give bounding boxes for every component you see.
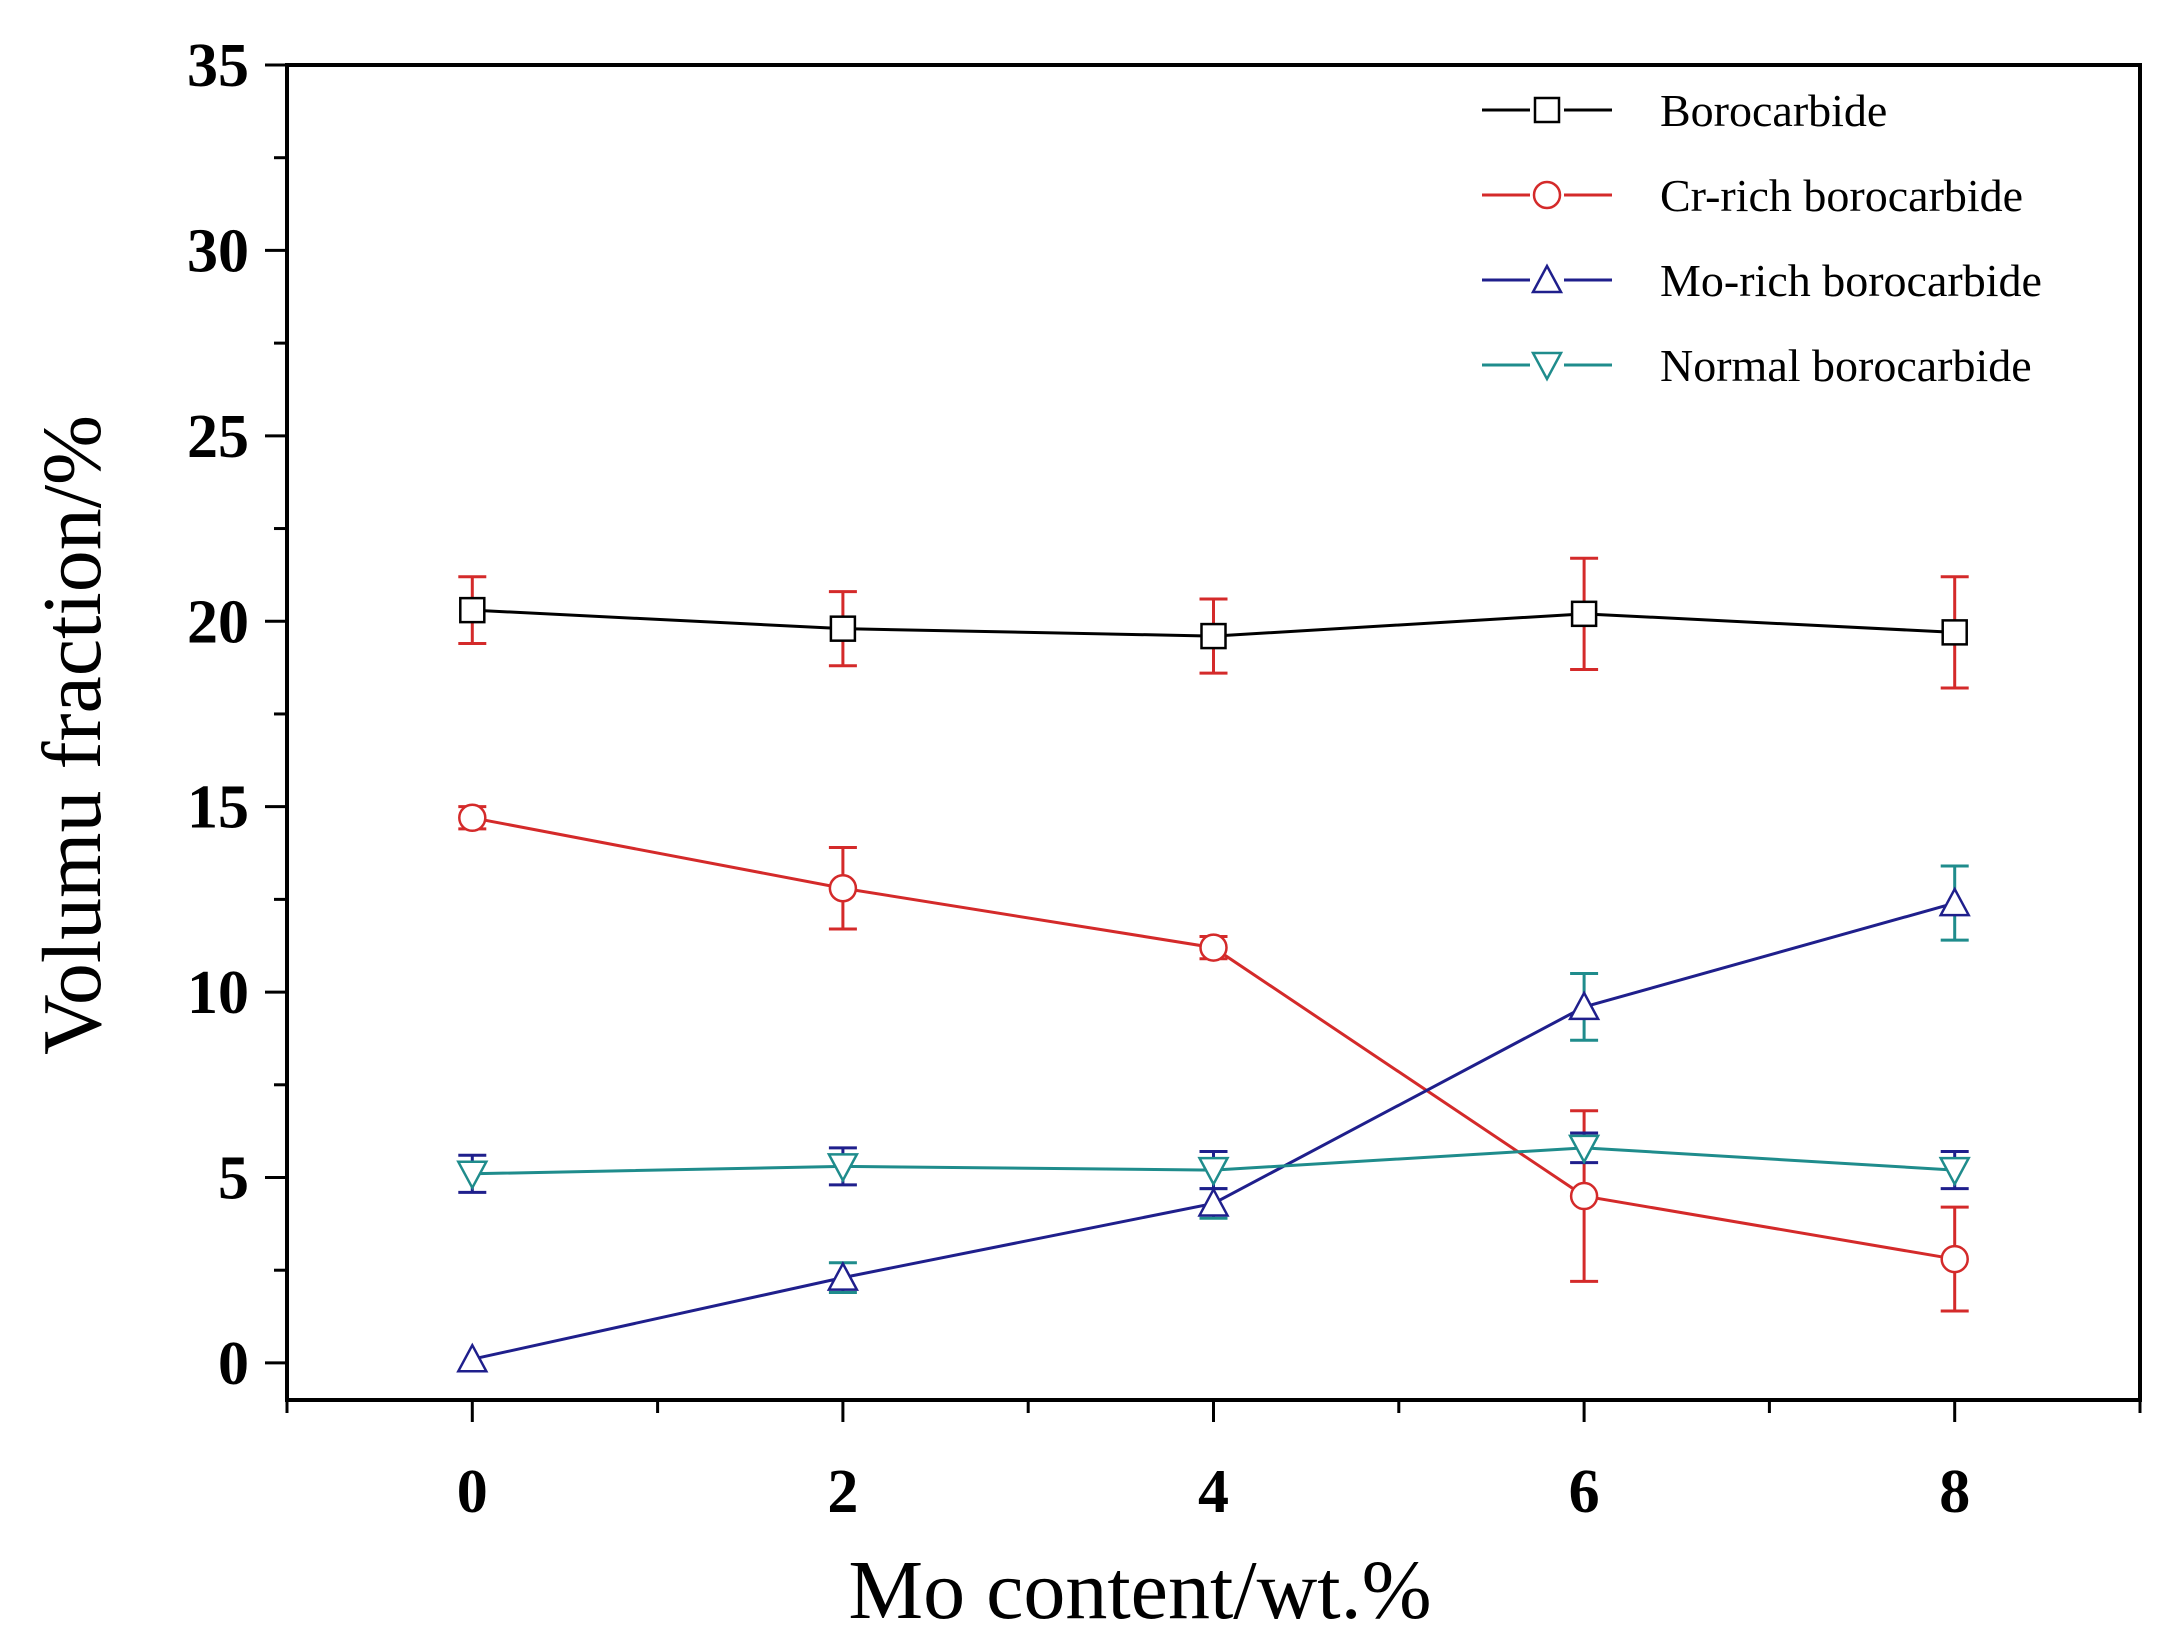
y-tick-label: 20 <box>187 588 249 656</box>
legend-label: Cr-rich borocarbide <box>1660 170 2023 221</box>
data-point <box>1200 622 1227 650</box>
data-point <box>1941 619 1968 646</box>
y-axis: 0 5 10 15 20 25 30 35 <box>187 32 287 1398</box>
x-tick-label: 4 <box>1198 1458 1229 1526</box>
legend-item: Mo-rich borocarbide <box>1482 255 2042 306</box>
legend-marker <box>1530 351 1564 382</box>
data-point <box>459 596 486 624</box>
data-point <box>826 1260 859 1291</box>
series-normal-borocarbide <box>456 1131 1971 1194</box>
legend-item: Cr-rich borocarbide <box>1482 170 2023 221</box>
legend-marker <box>1532 180 1562 210</box>
series-layer <box>456 556 1971 1373</box>
data-point <box>1570 600 1598 628</box>
y-tick-label: 30 <box>187 217 249 285</box>
x-axis: 0 2 4 6 8 <box>285 1400 2142 1526</box>
legend-marker <box>1530 263 1564 294</box>
y-tick-label: 5 <box>218 1145 249 1213</box>
y-tick-label: 15 <box>187 774 249 842</box>
data-point <box>1569 1181 1599 1211</box>
data-point <box>458 803 487 833</box>
legend-label: Mo-rich borocarbide <box>1660 255 2042 306</box>
legend: Borocarbide Cr-rich borocarbide Mo-rich bo… <box>1482 85 2042 391</box>
data-point <box>1938 886 1971 917</box>
data-point <box>1199 933 1228 962</box>
x-tick-label: 2 <box>827 1458 858 1526</box>
legend-item: Normal borocarbide <box>1482 340 2032 391</box>
x-tick-label: 0 <box>457 1458 488 1526</box>
y-tick-label: 35 <box>187 32 249 100</box>
data-point <box>1568 1134 1601 1165</box>
x-tick-label: 6 <box>1569 1458 1600 1526</box>
series-borocarbide <box>458 556 1969 690</box>
data-point <box>1938 1156 1971 1187</box>
legend-label: Normal borocarbide <box>1660 340 2032 391</box>
data-point <box>1568 990 1601 1021</box>
data-point <box>1197 1156 1230 1187</box>
data-point <box>828 874 858 903</box>
y-axis-title: Volumu fraction/% <box>26 415 119 1055</box>
y-tick-label: 10 <box>187 959 249 1027</box>
x-tick-label: 8 <box>1939 1458 1970 1526</box>
data-point <box>456 1342 489 1373</box>
data-point <box>1197 1186 1230 1217</box>
y-tick-label: 25 <box>187 403 249 471</box>
x-axis-title: Mo content/wt.% <box>848 1544 1431 1636</box>
data-point <box>829 615 857 642</box>
data-point <box>826 1153 859 1184</box>
legend-marker <box>1533 96 1561 124</box>
series-cr-rich-borocarbide <box>458 803 1969 1313</box>
y-tick-label: 0 <box>218 1330 249 1398</box>
series-mo-rich-borocarbide <box>456 864 1971 1373</box>
legend-item: Borocarbide <box>1482 85 1887 136</box>
legend-label: Borocarbide <box>1660 85 1887 136</box>
data-point <box>456 1160 489 1191</box>
data-point <box>1940 1244 1969 1274</box>
series-line <box>471 901 1956 1361</box>
